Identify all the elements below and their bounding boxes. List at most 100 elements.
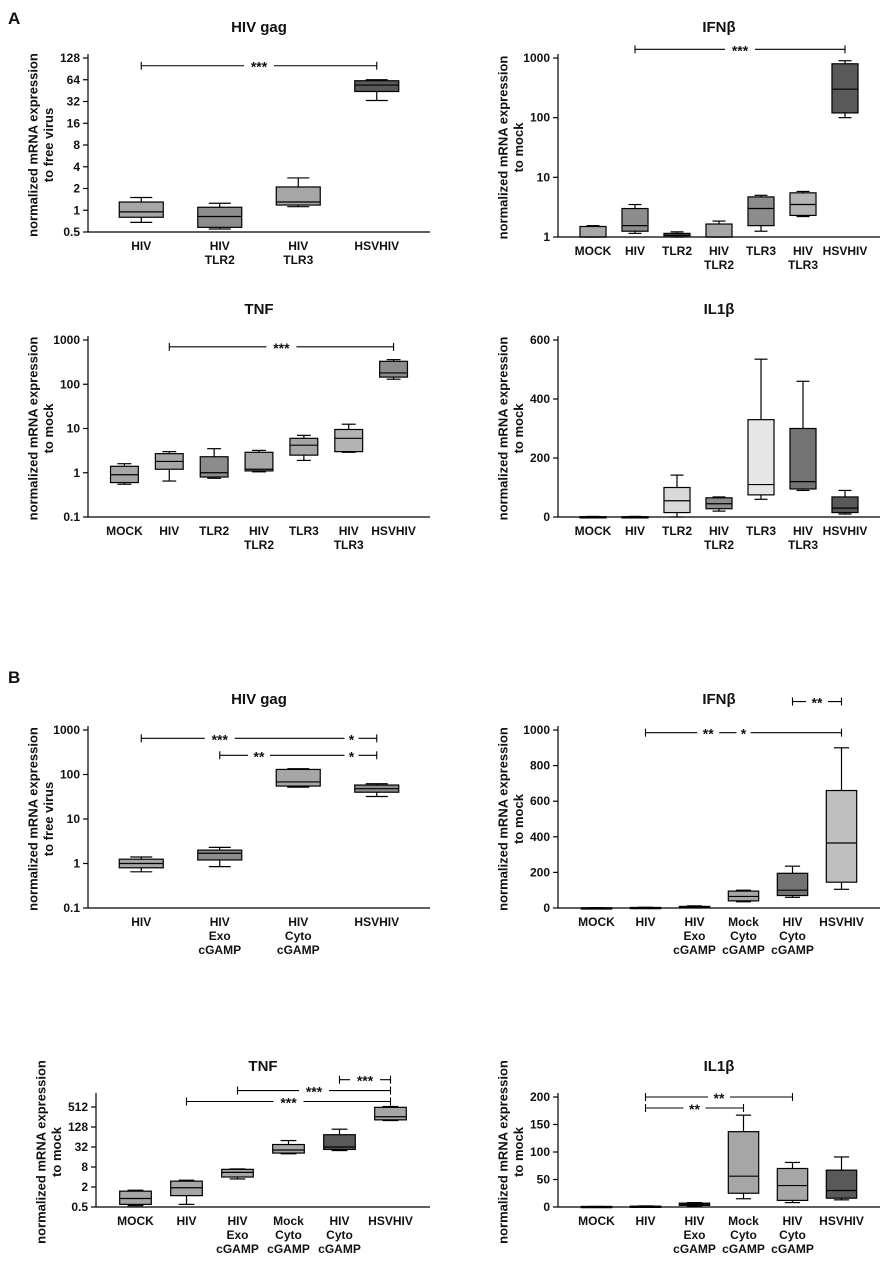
x-tick-label-line: Exo — [209, 929, 231, 943]
y-axis-label: normalized mRNA expressionto mock — [33, 1060, 64, 1244]
x-tick-label-line: HIV — [227, 1214, 247, 1228]
bracket-label-bg — [344, 732, 359, 745]
x-tick-label: HIV TLR2 — [704, 524, 734, 552]
y-tick-label: 0.5 — [63, 225, 80, 239]
y-tick-label: 0 — [543, 901, 550, 915]
significance-label: ** — [254, 748, 265, 764]
y-axis-label: normalized mRNA expressionto free virus — [25, 53, 56, 237]
x-tick-label-line: cGAMP — [771, 1242, 814, 1256]
y-axis-label: normalized mRNA expressionto free virus — [25, 727, 56, 911]
y-tick-label: 8 — [73, 138, 80, 152]
chart-title: TNF — [244, 301, 273, 318]
x-tick-label: HIV TLR2 — [704, 244, 734, 272]
significance-label: * — [741, 726, 747, 742]
box-5 — [747, 194, 775, 232]
x-tick-label: HIV Exo cGAMP — [673, 915, 716, 957]
x-tick-label-line: MOCK — [575, 524, 612, 538]
y-tick-label: 2 — [81, 1180, 88, 1194]
x-tick-label-line: HSVHIV — [819, 1214, 864, 1228]
x-tick-label-line: HIV — [625, 244, 645, 258]
x-tick-label-line: HIV — [131, 915, 151, 929]
y-tick-label: 100 — [530, 111, 550, 125]
x-tick-label: MOCK — [575, 524, 612, 538]
significance-bracket: *** — [185, 1094, 392, 1110]
x-tick-label: Mock Cyto cGAMP — [267, 1214, 310, 1256]
y-tick-label: 600 — [530, 794, 550, 808]
x-tick-label-line: HIV — [782, 915, 802, 929]
x-tick-label-line: HIV — [288, 239, 308, 253]
significance-bracket: *** — [140, 59, 378, 75]
box-body — [579, 225, 607, 238]
box-5 — [776, 865, 809, 898]
x-tick-label-line: cGAMP — [673, 1242, 716, 1256]
significance-bracket: *** — [634, 42, 846, 58]
x-tick-label-line: Cyto — [779, 929, 806, 943]
significance-label: *** — [280, 1094, 297, 1110]
x-tick-label-line: Cyto — [326, 1228, 353, 1242]
box-body — [776, 1167, 809, 1201]
significance-label: ** — [812, 695, 823, 711]
x-tick-label: HIV TLR3 — [283, 239, 313, 267]
box-body — [170, 1180, 203, 1197]
x-tick-label-line: HIV — [210, 239, 230, 253]
y-tick-label: 8 — [81, 1160, 88, 1174]
y-axis-label-line: normalized mRNA expression — [495, 727, 510, 911]
box-7 — [379, 359, 409, 380]
x-tick-label-line: HIV — [625, 524, 645, 538]
x-tick-label: HIV — [635, 1214, 655, 1228]
x-tick-label: HIV TLR2 — [205, 239, 235, 267]
chart-4: IL1β normalized mRNA expressionto mock 0 20… — [495, 301, 880, 552]
box-1 — [579, 225, 607, 238]
chart-title: TNF — [248, 1058, 277, 1075]
significance-bracket: ** — [791, 695, 843, 711]
x-tick-label-line: HIV — [709, 244, 729, 258]
box-4 — [727, 889, 760, 903]
bracket-label-bg — [708, 1091, 730, 1103]
y-axis-label-line: to free virus — [41, 782, 56, 856]
box-6 — [789, 190, 817, 218]
x-tick-label-line: TLR2 — [199, 524, 229, 538]
box-body — [354, 80, 400, 93]
y-tick-label: 1000 — [523, 723, 550, 737]
box-body — [747, 196, 775, 227]
x-tick-label: HIV — [159, 524, 179, 538]
box-6 — [825, 1156, 858, 1201]
box-5 — [776, 1161, 809, 1204]
box-body — [119, 1190, 152, 1205]
significance-bracket: ** — [644, 1101, 745, 1117]
x-tick-label-line: HIV — [793, 524, 813, 538]
chart-title: HIV gag — [231, 691, 287, 708]
y-tick-label: 200 — [530, 865, 550, 879]
x-tick-label-line: TLR2 — [244, 538, 274, 552]
box-body — [825, 1169, 858, 1199]
x-tick-label-line: HIV — [159, 524, 179, 538]
box-2 — [621, 515, 649, 519]
x-tick-label: HIV — [625, 244, 645, 258]
y-tick-label: 1 — [73, 203, 80, 217]
y-axis-label: normalized mRNA expressionto mock — [495, 56, 526, 240]
box-5 — [323, 1128, 356, 1152]
x-tick-label-line: Cyto — [730, 1228, 757, 1242]
y-axis-label-line: to mock — [511, 122, 526, 173]
box-body — [789, 427, 817, 490]
box-2 — [170, 1179, 203, 1205]
x-tick-label: HIV — [625, 524, 645, 538]
y-axis-label: normalized mRNA expressionto mock — [495, 727, 526, 911]
y-tick-label: 100 — [60, 768, 80, 782]
y-tick-label: 512 — [68, 1100, 88, 1114]
significance-bracket: *** — [644, 726, 843, 742]
box-2 — [621, 203, 649, 234]
x-tick-label: TLR2 — [662, 524, 692, 538]
y-axis-label: normalized mRNA expressionto mock — [25, 337, 56, 521]
box-6 — [374, 1105, 407, 1122]
y-tick-label: 2 — [73, 182, 80, 196]
significance-label: *** — [306, 1084, 323, 1100]
x-tick-label-line: TLR2 — [704, 258, 734, 272]
x-tick-label: HSVHIV — [371, 524, 416, 538]
y-tick-label: 1 — [73, 857, 80, 871]
x-tick-label-line: MOCK — [578, 915, 615, 929]
panel-label: B — [8, 668, 20, 687]
x-tick-label-line: MOCK — [117, 1214, 154, 1228]
x-tick-label-line: Mock — [273, 1214, 304, 1228]
x-tick-label: HIV — [131, 915, 151, 929]
